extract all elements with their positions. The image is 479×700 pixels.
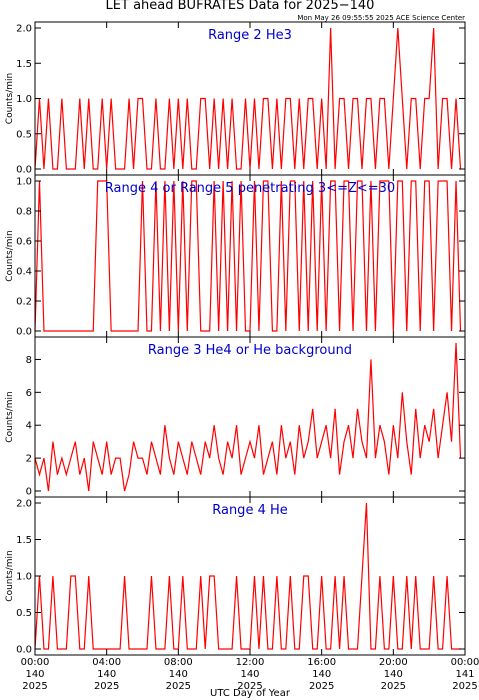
y-axis-label: Counts/min: [5, 550, 15, 601]
plot-frame: [34, 496, 466, 656]
panel-label: Range 4 or Range 5 penetrating 3<=Z<=30: [105, 181, 395, 196]
x-tick-label: 00:00 140 2025: [21, 657, 50, 692]
y-axis-label: Counts/min: [5, 391, 15, 442]
x-tick-label: 08:00 140 2025: [164, 657, 193, 692]
data-line: [34, 502, 461, 650]
y-tick-label: 0.6: [16, 237, 32, 248]
y-tick-label: 0.5: [16, 608, 32, 619]
y-tick-label: 0.0: [16, 165, 32, 176]
x-tick-label: 16:00 140 2025: [307, 657, 336, 692]
data-line: [34, 342, 462, 492]
data-line: [34, 180, 462, 332]
panel-label: Range 4 He: [212, 503, 288, 518]
x-tick-label: 00:00 141 2025: [451, 657, 479, 692]
y-tick-label: 1.0: [16, 94, 32, 105]
panel-label: Range 3 He4 or He background: [148, 343, 352, 358]
y-tick-label: 0.4: [16, 267, 32, 278]
y-tick-label: 2.0: [16, 499, 32, 510]
y-tick-label: 0.5: [16, 129, 32, 140]
y-tick-label: 2.0: [16, 24, 32, 35]
y-tick-label: 0.8: [16, 207, 32, 218]
plot-frame: [34, 21, 466, 176]
y-tick-label: 1.5: [16, 535, 32, 546]
y-tick-label: 2: [26, 454, 32, 465]
x-tick-label: 20:00 140 2025: [379, 657, 408, 692]
timestamp: Mon May 26 09:55:55 2025 ACE Science Cen…: [297, 14, 465, 22]
panel-label: Range 2 He3: [208, 28, 292, 43]
x-axis-label: UTC Day of Year: [210, 688, 291, 699]
y-tick-label: 1.5: [16, 59, 32, 70]
x-tick-label: 12:00 140 2025: [236, 657, 265, 692]
y-tick-label: 6: [26, 388, 32, 399]
y-tick-label: 1.0: [16, 177, 32, 188]
chart-title: LET ahead BUFRATES Data for 2025−140: [106, 0, 375, 13]
x-tick-label: 04:00 140 2025: [92, 657, 121, 692]
y-tick-label: 0.0: [16, 327, 32, 338]
y-tick-label: 0.2: [16, 297, 32, 308]
y-tick-label: 0.0: [16, 645, 32, 656]
y-axis-label: Counts/min: [5, 73, 15, 124]
y-tick-label: 1.0: [16, 572, 32, 583]
data-line: [34, 27, 462, 170]
y-tick-label: 0: [26, 487, 32, 498]
y-tick-label: 8: [26, 355, 32, 366]
y-axis-label: Counts/min: [5, 230, 15, 281]
y-tick-label: 4: [26, 421, 32, 432]
